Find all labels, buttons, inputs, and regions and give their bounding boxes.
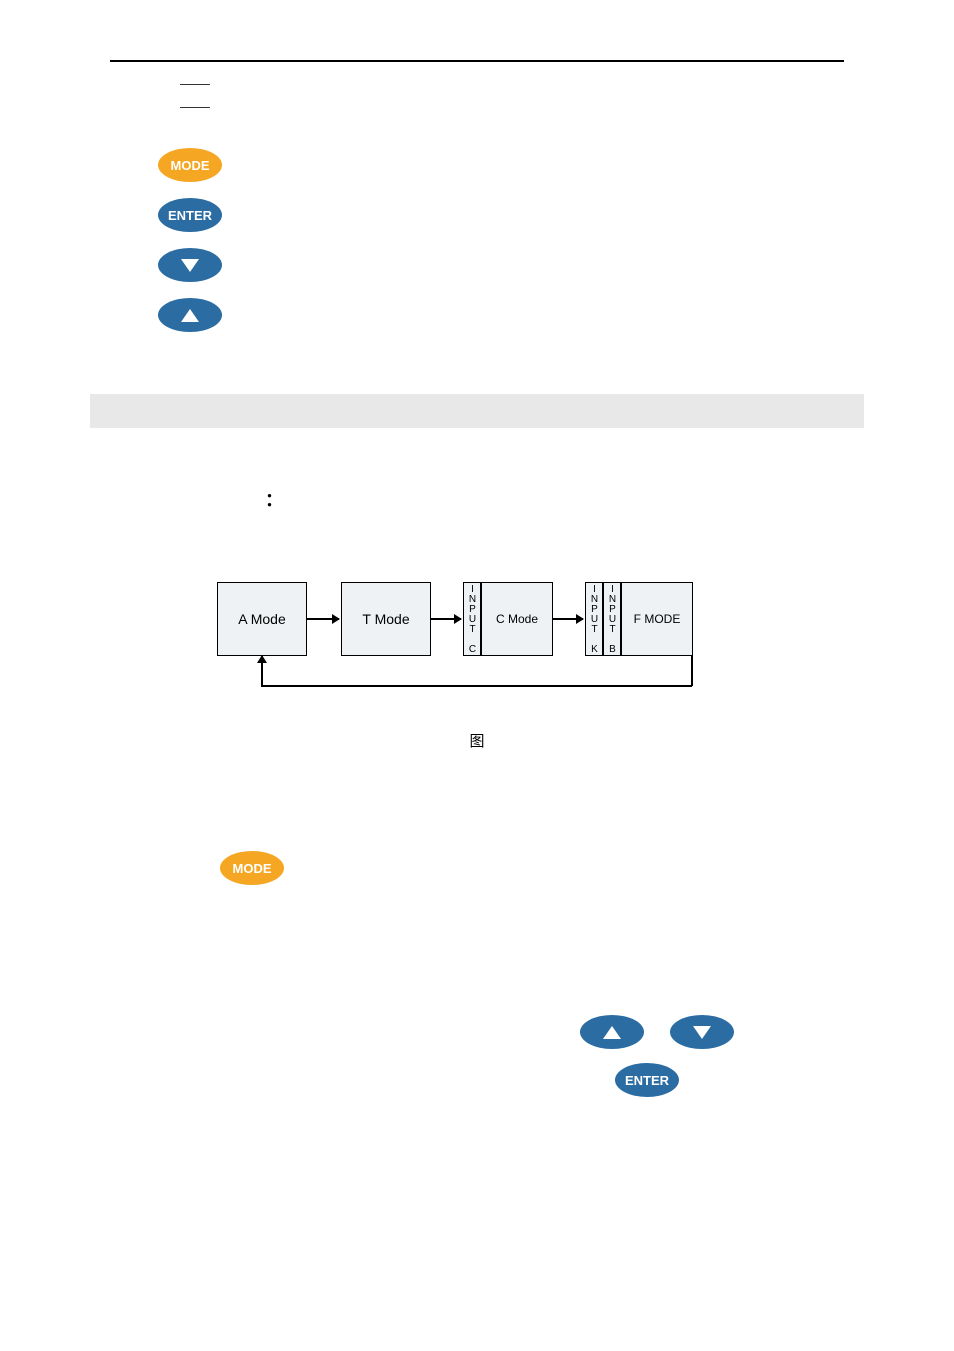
return-line-across <box>261 685 692 687</box>
triangle-up-icon <box>181 309 199 322</box>
page-root: MODE ENTER ： A Mode T Mode INPUT C C Mod… <box>0 0 954 1351</box>
return-line-up <box>261 656 263 686</box>
header-rule <box>110 60 844 62</box>
line-2 <box>180 107 210 108</box>
arrow-c-f <box>553 618 583 620</box>
placeholder-lines <box>180 84 844 108</box>
node-a-mode: A Mode <box>217 582 307 656</box>
up-button-2[interactable] <box>580 1015 644 1049</box>
triangle-down-icon <box>181 259 199 272</box>
return-line-down <box>691 656 693 686</box>
enter-button-2[interactable]: ENTER <box>615 1063 679 1097</box>
label-input-k: INPUT K <box>585 582 603 656</box>
mode-button-2[interactable]: MODE <box>220 851 284 885</box>
down-button-2[interactable] <box>670 1015 734 1049</box>
mode-button[interactable]: MODE <box>158 148 222 182</box>
triangle-up-icon-2 <box>603 1026 621 1039</box>
node-f-mode: F MODE <box>621 582 693 656</box>
arrow-a-t <box>307 618 339 620</box>
down-button[interactable] <box>158 248 222 282</box>
enter-button[interactable]: ENTER <box>158 198 222 232</box>
triangle-down-icon-2 <box>693 1026 711 1039</box>
label-input-b: INPUT B <box>603 582 621 656</box>
up-button[interactable] <box>158 298 222 332</box>
figure-caption: 图 <box>110 730 844 751</box>
button-column: MODE ENTER <box>158 148 844 332</box>
inline-button-group: ENTER <box>580 1015 780 1105</box>
node-c-mode: C Mode <box>481 582 553 656</box>
label-input-c: INPUT C <box>463 582 481 656</box>
arrow-t-c <box>431 618 461 620</box>
section-band <box>90 394 864 428</box>
line-1 <box>180 84 210 85</box>
node-t-mode: T Mode <box>341 582 431 656</box>
colon-mark: ： <box>265 486 844 512</box>
mode-flow-diagram: A Mode T Mode INPUT C C Mode INPUT K INP… <box>217 582 737 712</box>
mode-button-mid: MODE <box>220 851 844 885</box>
